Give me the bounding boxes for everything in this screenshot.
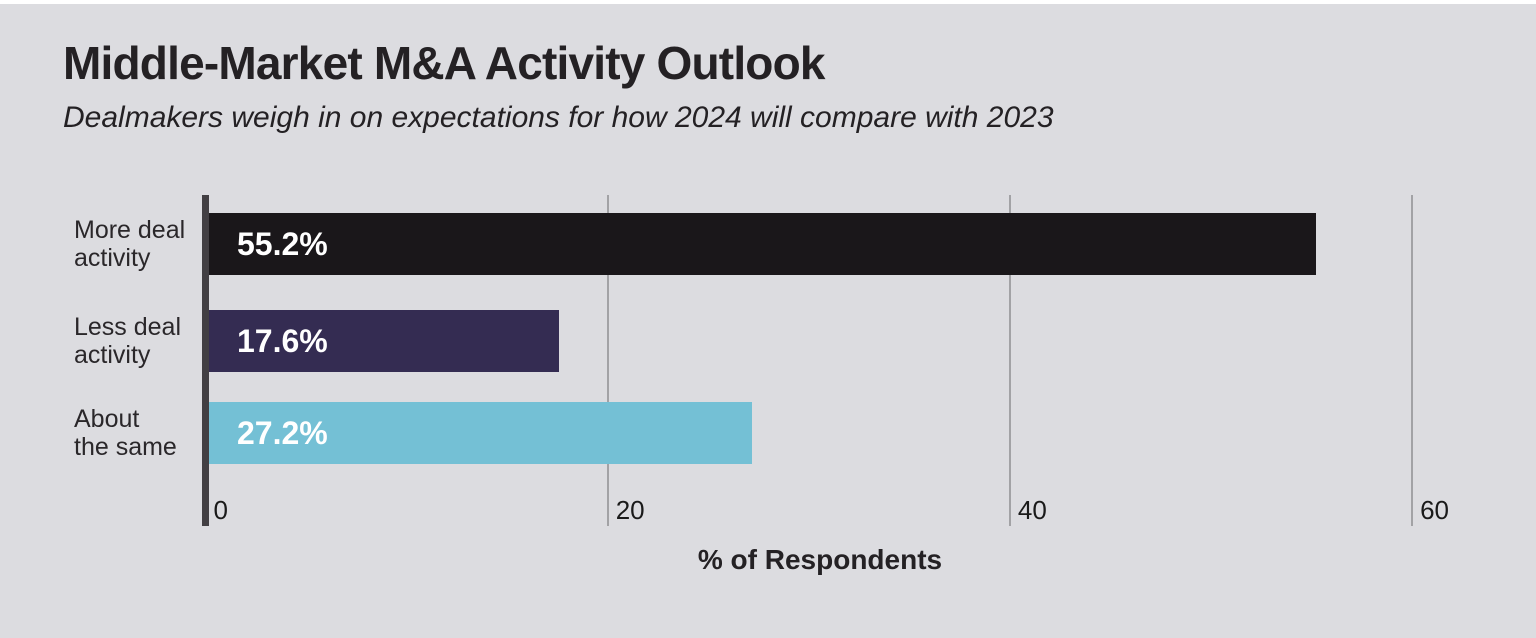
bar-more-deal-activity: 55.2% <box>209 213 1316 275</box>
category-label-about-the-same: About the same <box>74 402 199 464</box>
value-label-about-the-same: 27.2% <box>237 414 328 451</box>
category-label-line: More deal <box>74 216 186 244</box>
category-label-less-deal-activity: Less deal activity <box>74 310 199 372</box>
bar-about-the-same: 27.2% <box>209 402 753 464</box>
top-border-strip <box>0 0 1536 4</box>
category-label-line: About <box>74 405 140 433</box>
gridline-60 <box>1411 195 1414 526</box>
chart-subtitle: Dealmakers weigh in on expectations for … <box>63 101 1054 134</box>
value-label-more-deal-activity: 55.2% <box>237 225 328 262</box>
category-label-line: the same <box>74 433 177 461</box>
x-tick-label-20: 20 <box>615 495 645 525</box>
x-tick-label-60: 60 <box>1420 495 1450 525</box>
value-label-less-deal-activity: 17.6% <box>237 322 328 359</box>
category-label-line: Less deal <box>74 313 182 341</box>
y-axis-line <box>202 195 209 526</box>
x-tick-label-40: 40 <box>1017 495 1047 525</box>
category-label-line: activity <box>74 244 151 272</box>
category-label-line: activity <box>74 341 151 369</box>
gridline-20 <box>606 195 609 526</box>
x-tick-label-0: 0 <box>213 495 228 525</box>
chart-title: Middle-Market M&A Activity Outlook <box>63 37 825 89</box>
category-label-more-deal-activity: More deal activity <box>74 213 199 275</box>
gridline-40 <box>1008 195 1011 526</box>
x-axis-label: % of Respondents <box>697 544 943 575</box>
bar-less-deal-activity: 17.6% <box>209 310 560 372</box>
